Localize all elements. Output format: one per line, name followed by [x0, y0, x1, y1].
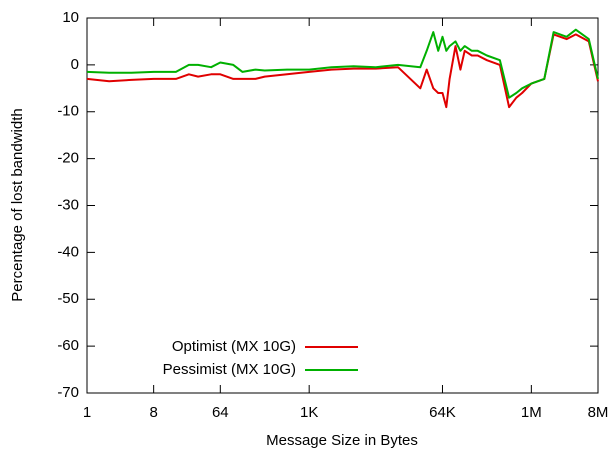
- data-line: [86, 28, 599, 99]
- x-tick-label: 8: [149, 404, 157, 421]
- data-line: [86, 33, 599, 109]
- y-tick-label: 10: [62, 9, 79, 26]
- y-tick-label: -30: [57, 196, 79, 213]
- y-tick-label: -50: [57, 290, 79, 307]
- legend-label: Optimist (MX 10G): [172, 338, 296, 355]
- x-tick-label: 8M: [588, 404, 609, 421]
- x-tick-label: 64: [212, 404, 229, 421]
- y-tick-label: -20: [57, 150, 79, 167]
- y-tick-label: -10: [57, 103, 79, 120]
- y-tick-label: -60: [57, 337, 79, 354]
- y-tick-label: -40: [57, 243, 79, 260]
- plot-frame: [86, 17, 599, 394]
- legend-label: Pessimist (MX 10G): [163, 361, 296, 378]
- x-tick-label: 64K: [429, 404, 456, 421]
- y-axis-label: Percentage of lost bandwidth: [9, 108, 26, 301]
- x-tick-label: 1: [83, 404, 91, 421]
- x-axis-label: Message Size in Bytes: [266, 432, 418, 449]
- y-tick-label: 0: [71, 56, 79, 73]
- x-tick-label: 1K: [300, 404, 318, 421]
- y-tick-label: -70: [57, 384, 79, 401]
- x-tick-label: 1M: [521, 404, 542, 421]
